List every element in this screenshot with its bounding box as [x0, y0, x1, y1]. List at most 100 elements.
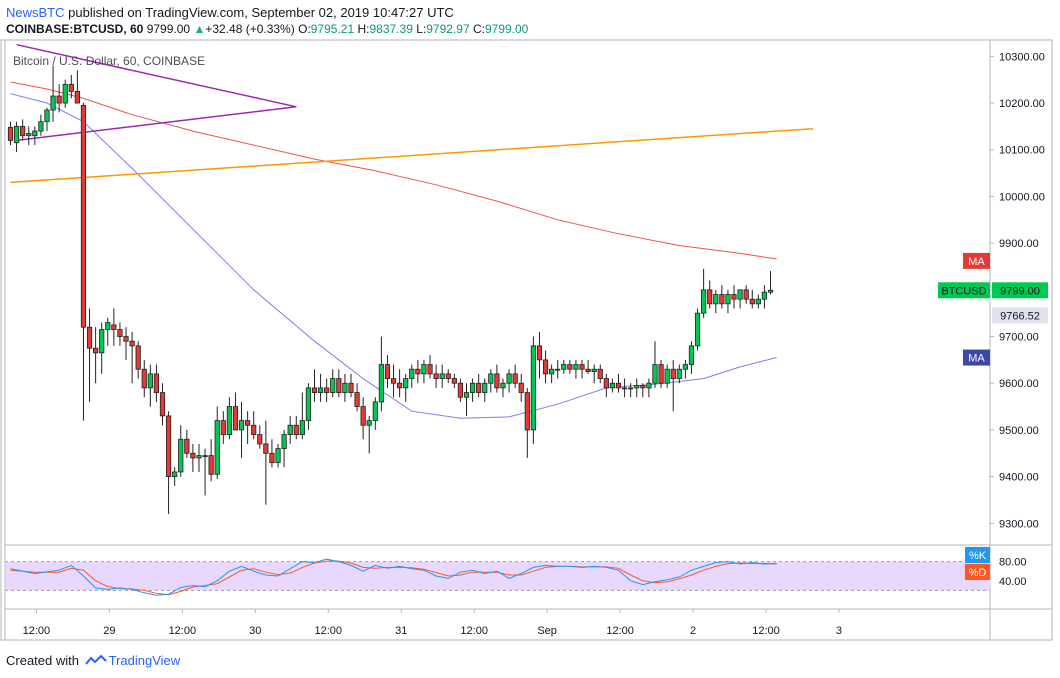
- candle: [482, 378, 488, 402]
- candle-body: [245, 420, 251, 426]
- candle: [56, 84, 62, 113]
- candle: [409, 364, 415, 388]
- candle: [761, 285, 768, 309]
- candle-body: [135, 345, 141, 370]
- candle: [725, 289, 731, 314]
- candle-body: [32, 130, 38, 137]
- candle-body: [542, 359, 549, 375]
- candle-body: [68, 83, 74, 92]
- candle: [512, 364, 518, 388]
- candle-body: [609, 382, 616, 389]
- time-tick-label: 2: [690, 625, 696, 637]
- stoch-d-bg: [965, 564, 990, 580]
- candle-body: [93, 347, 99, 354]
- candle-body: [561, 364, 567, 370]
- tradingview-link[interactable]: TradingView: [108, 653, 181, 668]
- open-label: O:: [298, 22, 311, 36]
- candle-body: [220, 420, 226, 435]
- candle: [591, 364, 597, 384]
- candle-body: [409, 368, 415, 379]
- candle-body: [749, 298, 755, 305]
- publish-line: NewsBTC published on TradingView.com, Se…: [6, 5, 454, 20]
- author-link[interactable]: NewsBTC: [6, 5, 65, 20]
- candle: [366, 415, 372, 454]
- candle: [202, 448, 208, 496]
- stoch-d-text: %D: [969, 567, 987, 579]
- candle-body: [141, 368, 147, 389]
- candle-body: [117, 329, 123, 337]
- candle: [579, 359, 585, 379]
- candle-body: [737, 289, 743, 300]
- candle: [536, 331, 543, 379]
- candle-body: [640, 385, 646, 389]
- candle: [317, 373, 324, 402]
- ma-blue-line: [10, 93, 777, 419]
- candle: [111, 308, 117, 346]
- candle: [232, 392, 239, 431]
- candle-body: [13, 125, 20, 144]
- candle: [238, 401, 245, 458]
- candle: [506, 369, 512, 393]
- candle: [299, 392, 305, 440]
- price-tick-label: 10200.00: [999, 98, 1045, 110]
- candle: [275, 443, 281, 468]
- candle-body: [7, 126, 14, 141]
- price-label-text: 9799.00: [1000, 285, 1040, 297]
- candle-body: [761, 291, 768, 300]
- candle-body: [348, 382, 354, 393]
- candle-body: [129, 340, 135, 347]
- candle: [421, 359, 427, 384]
- candle: [86, 308, 93, 402]
- candle: [141, 359, 147, 398]
- candle: [670, 359, 676, 412]
- candle: [707, 280, 713, 309]
- trendline-purple-lower: [16, 106, 297, 142]
- candle: [172, 467, 178, 486]
- price-tick-label: 9400.00: [999, 472, 1039, 484]
- low-value: 9792.97: [426, 22, 470, 36]
- candle: [178, 425, 184, 477]
- candle-body: [202, 455, 208, 458]
- footer: Created with TradingView: [6, 653, 180, 668]
- price-label-ma: MA: [963, 252, 990, 269]
- candle-body: [74, 90, 80, 104]
- time-tick-label: 3: [836, 625, 842, 637]
- candle-body: [488, 373, 494, 384]
- candle-body: [530, 345, 536, 431]
- candle-body: [439, 373, 445, 379]
- candle-body: [214, 420, 220, 475]
- candle: [524, 387, 530, 458]
- candle: [561, 359, 567, 374]
- price-tick-label: 9700.00: [999, 332, 1039, 344]
- candle-body: [251, 424, 257, 435]
- price-label-text: MA: [968, 256, 985, 268]
- candle: [13, 121, 20, 153]
- candle: [129, 331, 135, 384]
- candle: [755, 294, 761, 309]
- candle-body: [153, 373, 160, 393]
- candle: [676, 364, 682, 384]
- candle: [664, 364, 670, 388]
- candle: [311, 369, 318, 402]
- candle: [713, 289, 719, 314]
- candle: [749, 289, 755, 309]
- candle: [196, 443, 202, 472]
- candle-body: [713, 294, 719, 305]
- candle-body: [482, 382, 488, 393]
- price-tick-label: 10100.00: [999, 145, 1045, 157]
- change-value: +32.48 (+0.33%): [205, 22, 295, 36]
- candle-body: [44, 109, 50, 123]
- candle-body: [293, 424, 299, 435]
- price-label-text: BTCUSD: [941, 285, 986, 297]
- candle: [634, 378, 640, 398]
- time-tick-label: 12:00: [752, 625, 780, 637]
- candle-body: [324, 387, 330, 393]
- candle: [287, 415, 293, 444]
- candle-body: [591, 368, 597, 372]
- candle-body: [701, 289, 707, 314]
- candle-body: [190, 452, 196, 459]
- candle-body: [421, 364, 427, 375]
- candle: [567, 359, 573, 374]
- candle-body: [80, 104, 87, 328]
